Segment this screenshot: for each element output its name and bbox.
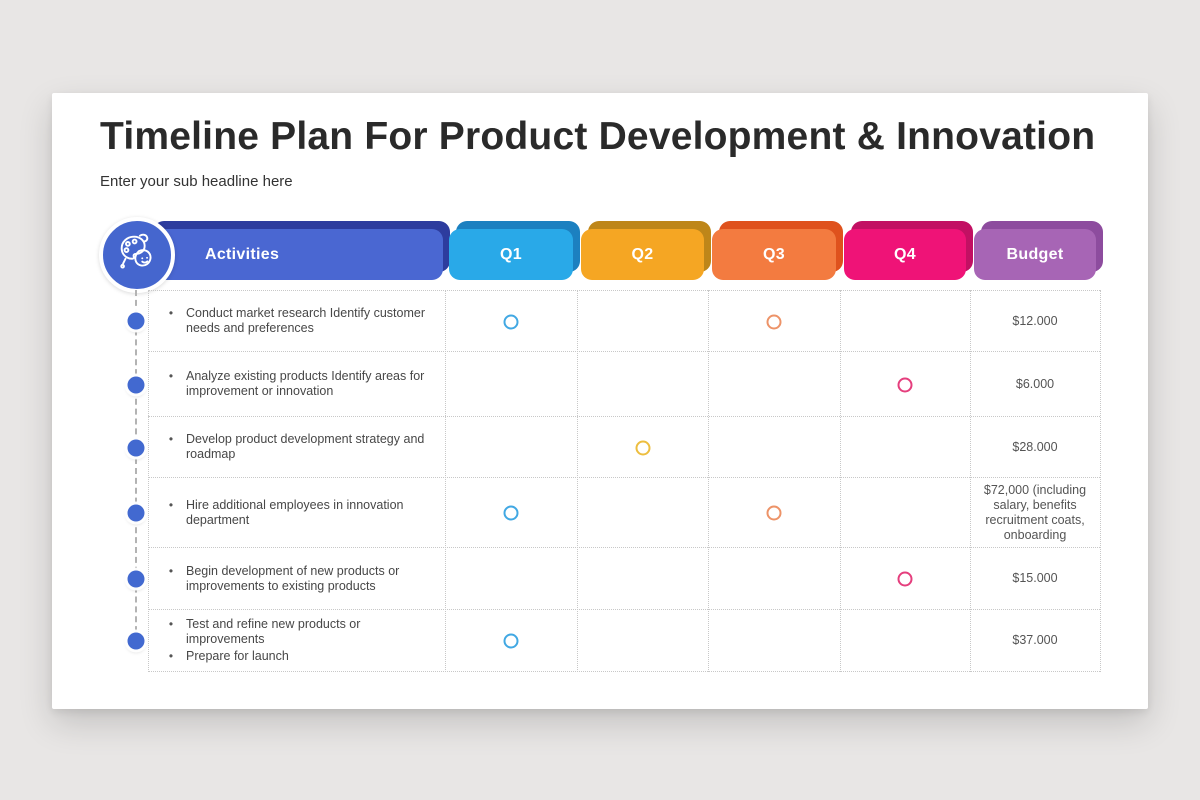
- budget-cell: $12.000: [1012, 313, 1058, 328]
- activity-bullet-item: • Test and refine new products or improve…: [166, 617, 435, 647]
- quarter-marker-q3: [766, 505, 782, 521]
- table-row: • Hire additional employees in innovation…: [148, 478, 1100, 548]
- header-tab-q2: Q2: [581, 229, 704, 280]
- quarter-marker-q4: [897, 571, 913, 587]
- grid-vertical-line-0: [148, 290, 149, 672]
- slide-card: Timeline Plan For Product Development & …: [52, 93, 1148, 709]
- activity-cell: • Develop product development strategy an…: [148, 417, 445, 477]
- page-title: Timeline Plan For Product Development & …: [100, 115, 1096, 158]
- timeline-table-grid: • Conduct market research Identify custom…: [148, 290, 1101, 672]
- page-subtitle: Enter your sub headline here: [100, 173, 293, 190]
- activity-text: Test and refine new products or improvem…: [186, 617, 361, 646]
- timeline-connector-line: [135, 290, 137, 642]
- timeline-dot: [127, 632, 145, 650]
- activity-cell: • Test and refine new products or improve…: [148, 610, 445, 671]
- grid-vertical-line-1: [445, 290, 446, 672]
- grid-vertical-line-2: [577, 290, 578, 672]
- grid-vertical-line-3: [708, 290, 709, 672]
- table-row: • Test and refine new products or improve…: [148, 610, 1100, 672]
- bullet-icon: •: [168, 497, 174, 512]
- activity-bullet-item: • Hire additional employees in innovation…: [166, 498, 435, 528]
- grid-vertical-line-4: [840, 290, 841, 672]
- activity-cell: • Hire additional employees in innovation…: [148, 478, 445, 547]
- grid-vertical-line-6: [1100, 290, 1101, 672]
- timeline-dot: [127, 570, 145, 588]
- timeline-dot: [127, 312, 145, 330]
- grid-vertical-line-5: [970, 290, 971, 672]
- activity-text: Conduct market research Identify custome…: [186, 306, 425, 335]
- budget-cell: $6.000: [1015, 376, 1055, 391]
- quarter-marker-q4: [897, 377, 913, 392]
- budget-cell: $37.000: [1012, 633, 1058, 647]
- bullet-icon: •: [168, 369, 174, 383]
- timeline-dot: [127, 504, 145, 522]
- activity-text: Hire additional employees in innovation …: [186, 497, 404, 527]
- activity-cell: • Analyze existing products Identify area…: [148, 352, 445, 416]
- header-tab-activities: Activities: [146, 229, 443, 280]
- activity-text: Develop product development strategy and…: [186, 432, 425, 461]
- timeline-dot: [127, 376, 145, 393]
- activity-text: Analyze existing products Identify areas…: [186, 369, 425, 398]
- header-tab-budget: Budget: [974, 229, 1096, 280]
- palette-mask-creativity-icon: [114, 230, 160, 281]
- activity-cell: • Begin development of new products or im…: [148, 548, 445, 609]
- quarter-marker-q2: [635, 440, 650, 455]
- bullet-icon: •: [168, 563, 174, 578]
- activity-text: Begin development of new products or imp…: [186, 563, 400, 593]
- bullet-icon: •: [168, 432, 174, 446]
- header-tab-q4: Q4: [844, 229, 966, 280]
- activities-icon-circle: [99, 217, 175, 293]
- activity-bullet-item: • Conduct market research Identify custom…: [166, 306, 435, 336]
- quarter-marker-q1: [503, 633, 519, 649]
- budget-cell: $72,000 (including salary, benefits recr…: [983, 482, 1087, 542]
- bullet-icon: •: [168, 306, 174, 320]
- bullet-icon: •: [168, 649, 174, 663]
- budget-cell: $28.000: [1012, 439, 1058, 454]
- table-row: • Conduct market research Identify custom…: [148, 290, 1100, 352]
- bullet-icon: •: [168, 617, 174, 631]
- activity-bullet-item: • Begin development of new products or im…: [166, 564, 435, 594]
- quarter-marker-q1: [503, 314, 519, 330]
- table-row: • Develop product development strategy an…: [148, 417, 1100, 478]
- activity-bullet-item: • Develop product development strategy an…: [166, 432, 435, 462]
- budget-cell: $15.000: [1012, 571, 1058, 585]
- table-row: • Begin development of new products or im…: [148, 548, 1100, 610]
- quarter-marker-q3: [766, 314, 782, 330]
- table-row: • Analyze existing products Identify area…: [148, 352, 1100, 417]
- timeline-dot: [127, 439, 145, 456]
- header-tab-q3: Q3: [712, 229, 836, 280]
- activity-bullet-item: • Analyze existing products Identify area…: [166, 369, 435, 399]
- activity-cell: • Conduct market research Identify custom…: [148, 291, 445, 351]
- header-tab-q1: Q1: [449, 229, 573, 280]
- activity-text: Prepare for launch: [186, 649, 289, 663]
- quarter-marker-q1: [503, 505, 519, 521]
- activity-bullet-item: • Prepare for launch: [166, 649, 435, 664]
